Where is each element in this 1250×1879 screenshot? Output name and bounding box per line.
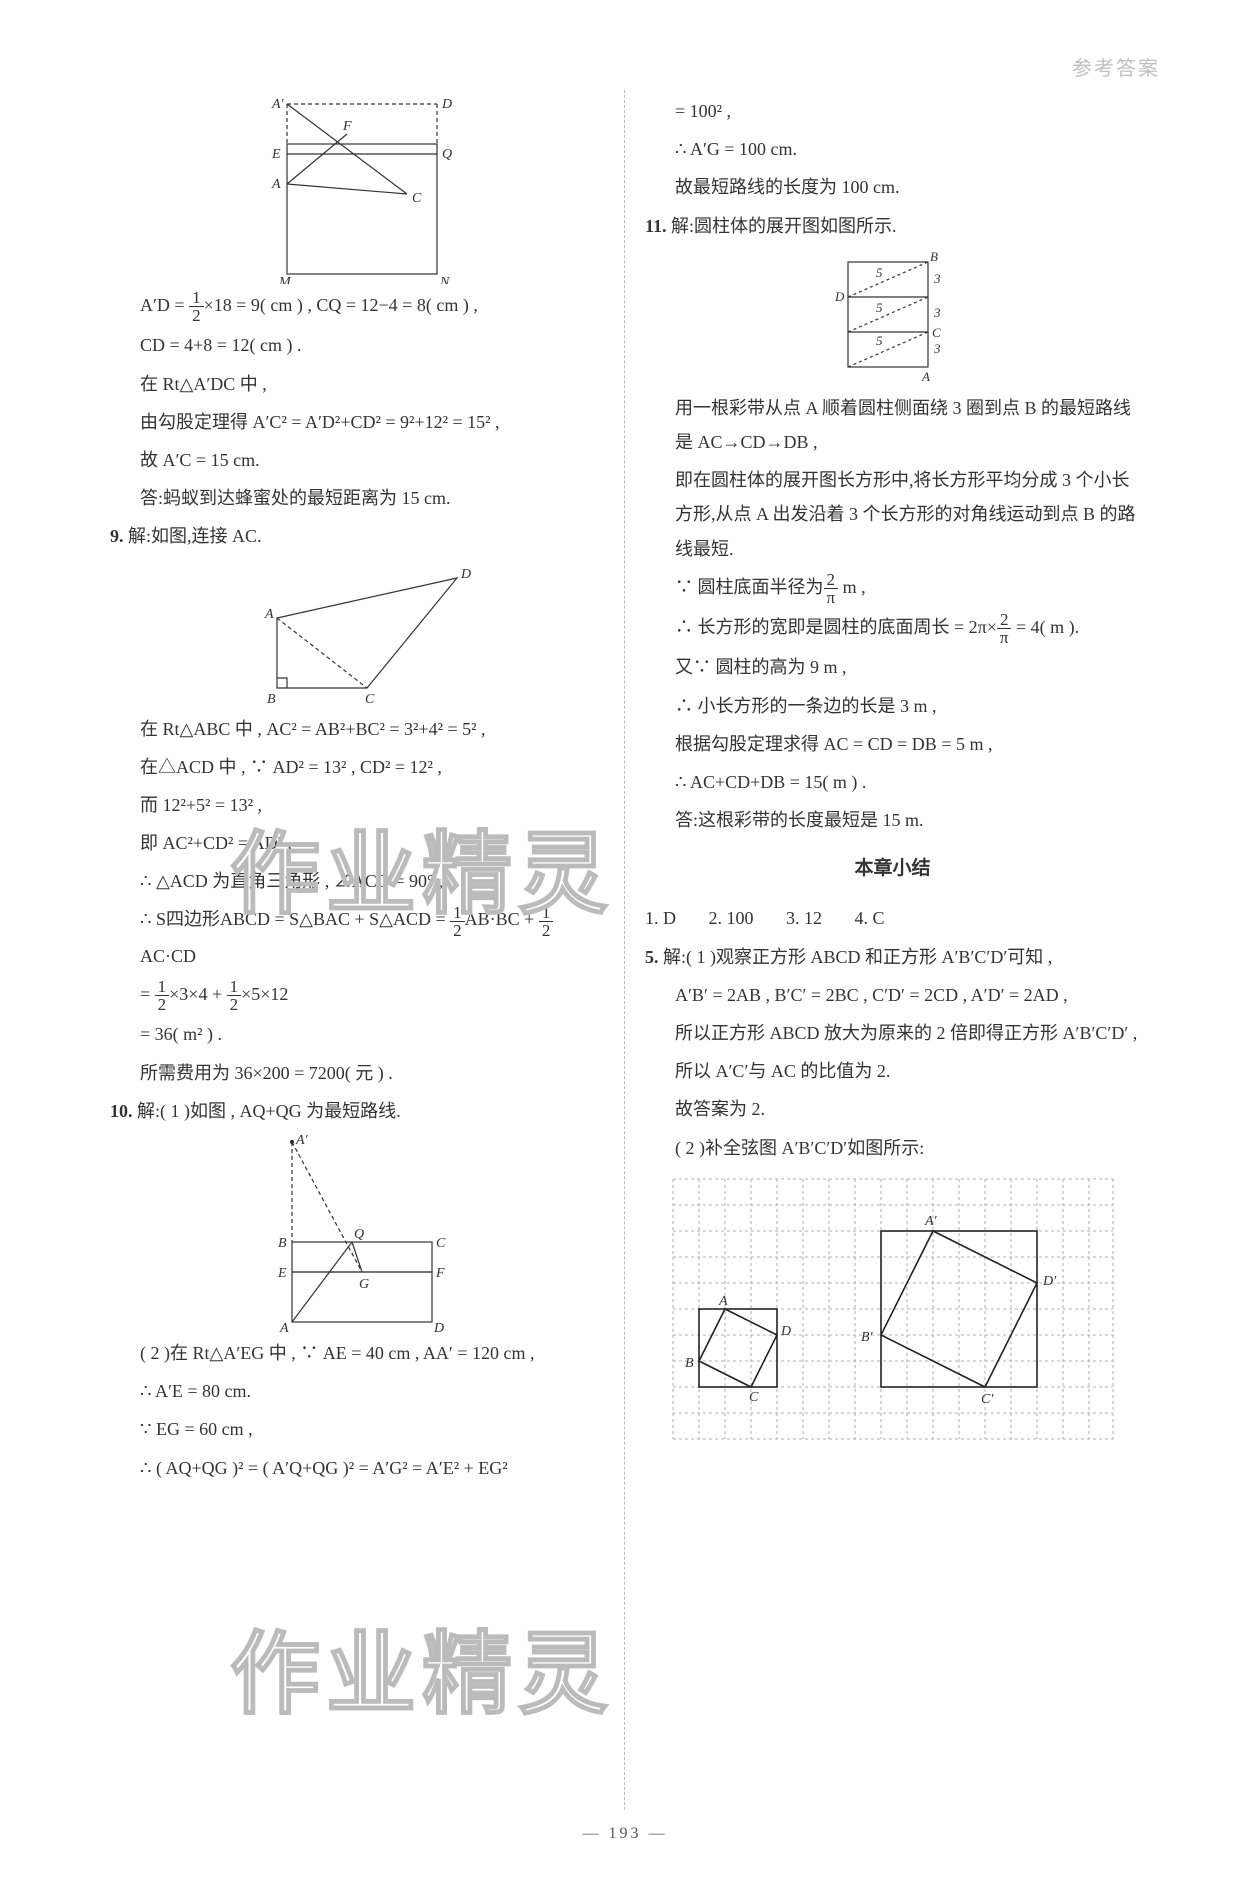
eq-line: 根据勾股定理求得 AC = CD = DB = 5 m , bbox=[645, 727, 1140, 761]
eq-line: ∵ 圆柱底面半径为2π m , bbox=[645, 570, 1140, 606]
section-title: 本章小结 bbox=[645, 851, 1140, 887]
eq-line: 所以 A′C′与 AC 的比值为 2. bbox=[645, 1054, 1140, 1088]
svg-text:C: C bbox=[412, 191, 422, 206]
header-right: 参考答案 bbox=[1072, 50, 1160, 88]
svg-text:N: N bbox=[439, 275, 450, 284]
svg-text:A: A bbox=[279, 1321, 289, 1332]
svg-text:D′: D′ bbox=[1042, 1274, 1057, 1289]
svg-text:B: B bbox=[267, 692, 276, 707]
figure-5-grid: A B C D A′ B′ C′ D′ bbox=[663, 1169, 1123, 1469]
eq-line: ∴ 长方形的宽即是圆柱的底面周长 = 2π×2π = 4( m ). bbox=[645, 610, 1140, 646]
svg-text:C′: C′ bbox=[981, 1392, 994, 1407]
svg-text:E: E bbox=[271, 147, 281, 162]
q11: 11. 解:圆柱体的展开图如图所示. bbox=[645, 209, 1140, 243]
eq-line: CD = 4+8 = 12( cm ) . bbox=[110, 328, 604, 362]
eq-line: 在△ACD 中 , ∵ AD² = 13² , CD² = 12² , bbox=[110, 750, 604, 784]
eq-line: ∴ 小长方形的一条边的长是 3 m , bbox=[645, 689, 1140, 723]
eq-line: 即 AC²+CD² = AD² , bbox=[110, 826, 604, 860]
eq-line: 即在圆柱体的展开图长方形中,将长方形平均分成 3 个小长方形,从点 A 出发沿着… bbox=[645, 463, 1140, 566]
page-number: — 193 — bbox=[0, 1819, 1250, 1849]
svg-text:3: 3 bbox=[933, 305, 941, 320]
eq-line: 所需费用为 36×200 = 7200( 元 ) . bbox=[110, 1056, 604, 1090]
left-column: A′ D E F Q A C M N A′D = 12×18 = 9( cm )… bbox=[90, 90, 625, 1810]
q10: 10. 解:( 1 )如图 , AQ+QG 为最短路线. bbox=[110, 1094, 604, 1128]
q5: 5. 解:( 1 )观察正方形 ABCD 和正方形 A′B′C′D′可知 , bbox=[645, 940, 1140, 974]
eq-line: ∵ EG = 60 cm , bbox=[110, 1412, 604, 1446]
ans-4: 4. C bbox=[855, 908, 885, 928]
inline-answers: 1. D 2. 100 3. 12 4. C bbox=[645, 901, 1140, 935]
svg-text:C: C bbox=[436, 1236, 446, 1251]
svg-text:E: E bbox=[277, 1266, 287, 1281]
svg-text:D: D bbox=[780, 1324, 791, 1339]
eq-line: 在 Rt△ABC 中 , AC² = AB²+BC² = 3²+4² = 5² … bbox=[110, 712, 604, 746]
page: 参考答案 作业精灵 作业精灵 A′ D E bbox=[0, 0, 1250, 1879]
eq-line: = 12×3×4 + 12×5×12 bbox=[110, 977, 604, 1013]
two-column-layout: A′ D E F Q A C M N A′D = 12×18 = 9( cm )… bbox=[90, 90, 1160, 1810]
eq-line: ∴ △ACD 为直角三角形 , ∠ACD = 90° , bbox=[110, 864, 604, 898]
svg-text:C: C bbox=[749, 1390, 759, 1405]
eq-line: = 100² , bbox=[645, 94, 1140, 128]
eq-line: ∴ AC+CD+DB = 15( m ) . bbox=[645, 765, 1140, 799]
figure-11: B D C A 5 5 5 3 3 3 bbox=[818, 247, 968, 387]
svg-text:B: B bbox=[278, 1236, 287, 1251]
ans-1: 1. D bbox=[645, 908, 676, 928]
eq-line: ∴ A′G = 100 cm. bbox=[645, 132, 1140, 166]
svg-text:C: C bbox=[932, 325, 941, 340]
eq-line: 用一根彩带从点 A 顺着圆柱侧面绕 3 圈到点 B 的最短路线是 AC→CD→D… bbox=[645, 391, 1140, 459]
figure-8: A′ D E F Q A C M N bbox=[257, 94, 457, 284]
eq-line: ( 2 )补全弦图 A′B′C′D′如图所示: bbox=[645, 1131, 1140, 1165]
svg-text:C: C bbox=[365, 692, 375, 707]
svg-text:3: 3 bbox=[933, 341, 941, 356]
svg-text:A: A bbox=[264, 607, 274, 622]
q9: 9. 解:如图,连接 AC. bbox=[110, 519, 604, 553]
svg-text:Q: Q bbox=[354, 1227, 364, 1242]
eq-line: 又∵ 圆柱的高为 9 m , bbox=[645, 650, 1140, 684]
eq-line: ( 2 )在 Rt△A′EG 中 , ∵ AE = 40 cm , AA′ = … bbox=[110, 1336, 604, 1370]
svg-text:D: D bbox=[834, 289, 845, 304]
svg-text:5: 5 bbox=[876, 265, 883, 280]
svg-text:A: A bbox=[921, 369, 930, 384]
svg-text:B′: B′ bbox=[861, 1330, 874, 1345]
svg-text:A: A bbox=[718, 1294, 728, 1309]
eq-line: 故 A′C = 15 cm. bbox=[110, 443, 604, 477]
svg-text:B: B bbox=[685, 1356, 694, 1371]
svg-text:Q: Q bbox=[442, 147, 452, 162]
right-column: = 100² , ∴ A′G = 100 cm. 故最短路线的长度为 100 c… bbox=[625, 90, 1160, 1810]
figure-10: A′ B C Q E F G A D bbox=[262, 1132, 452, 1332]
svg-text:5: 5 bbox=[876, 300, 883, 315]
svg-text:A: A bbox=[271, 177, 281, 192]
eq-line: 在 Rt△A′DC 中 , bbox=[110, 367, 604, 401]
eq-line: 答:这根彩带的长度最短是 15 m. bbox=[645, 803, 1140, 837]
eq-line: ∴ S四边形ABCD = S△BAC + S△ACD = 12AB·BC + 1… bbox=[110, 902, 604, 973]
figure-9: A B C D bbox=[237, 558, 477, 708]
svg-text:F: F bbox=[342, 119, 352, 134]
eq-line: = 36( m² ) . bbox=[110, 1017, 604, 1051]
svg-text:D: D bbox=[460, 567, 471, 582]
svg-text:F: F bbox=[435, 1266, 445, 1281]
eq-line: 故答案为 2. bbox=[645, 1092, 1140, 1126]
svg-text:D: D bbox=[441, 97, 452, 112]
eq-line: 而 12²+5² = 13² , bbox=[110, 788, 604, 822]
eq-line: A′D = 12×18 = 9( cm ) , CQ = 12−4 = 8( c… bbox=[110, 288, 604, 324]
ans-3: 3. 12 bbox=[786, 908, 822, 928]
eq-line: 由勾股定理得 A′C² = A′D²+CD² = 9²+12² = 15² , bbox=[110, 405, 604, 439]
svg-text:G: G bbox=[359, 1277, 369, 1292]
ans-2: 2. 100 bbox=[709, 908, 754, 928]
eq-line: 答:蚂蚁到达蜂蜜处的最短距离为 15 cm. bbox=[110, 481, 604, 515]
eq-line: A′B′ = 2AB , B′C′ = 2BC , C′D′ = 2CD , A… bbox=[645, 978, 1140, 1012]
eq-line: ∴ A′E = 80 cm. bbox=[110, 1374, 604, 1408]
eq-line: 故最短路线的长度为 100 cm. bbox=[645, 170, 1140, 204]
svg-text:A′: A′ bbox=[271, 97, 285, 112]
svg-text:A′: A′ bbox=[924, 1214, 938, 1229]
svg-text:B: B bbox=[930, 249, 938, 264]
eq-line: 所以正方形 ABCD 放大为原来的 2 倍即得正方形 A′B′C′D′ , bbox=[645, 1016, 1140, 1050]
svg-text:D: D bbox=[433, 1321, 444, 1332]
svg-text:M: M bbox=[278, 275, 292, 284]
svg-text:A′: A′ bbox=[295, 1133, 309, 1148]
svg-text:3: 3 bbox=[933, 271, 941, 286]
eq-line: ∴ ( AQ+QG )² = ( A′Q+QG )² = A′G² = A′E²… bbox=[110, 1451, 604, 1485]
svg-text:5: 5 bbox=[876, 333, 883, 348]
